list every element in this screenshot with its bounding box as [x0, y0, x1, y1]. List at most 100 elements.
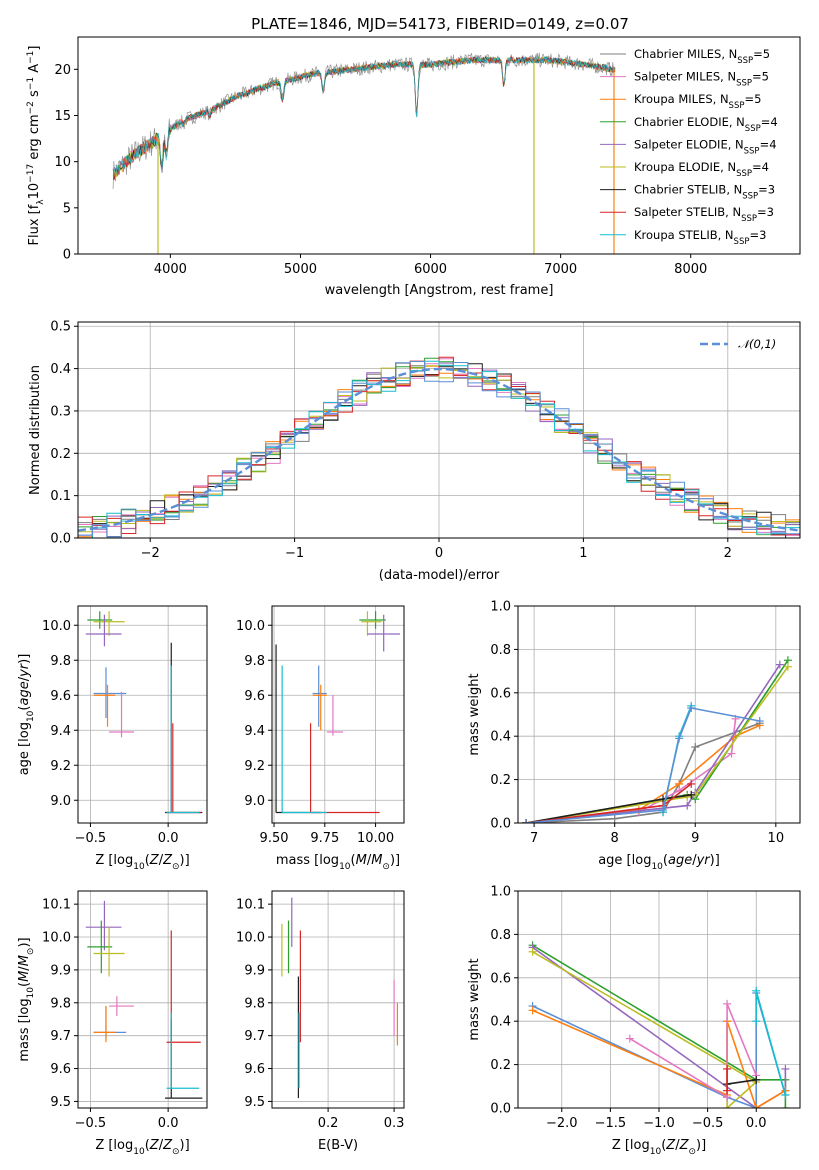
- spectrum-series: [112, 55, 616, 180]
- axis-label-part: )]: [180, 1138, 190, 1153]
- legend-label-main: Salpeter MILES, N: [634, 70, 736, 84]
- axis-label-part: (: [351, 853, 356, 868]
- plot-area: [78, 356, 800, 538]
- axis-label-part: ⊙: [382, 862, 390, 872]
- y-tick-label: 9.7: [244, 1029, 265, 1044]
- x-tick-label: −1.0: [643, 1116, 675, 1131]
- x-axis-label: wavelength [Angstrom, rest frame]: [325, 283, 554, 298]
- axis-label-part: age [log: [17, 722, 32, 775]
- legend-label: Salpeter MILES, NSSP=5: [634, 70, 769, 89]
- axis-label-part: ⊙: [26, 948, 36, 956]
- x-tick-label: 0.2: [318, 1116, 339, 1131]
- x-tick-label: 0.0: [746, 1116, 767, 1131]
- y-tick-label: 10.0: [236, 931, 265, 946]
- axis-label-part: /: [367, 853, 372, 868]
- legend-label-suffix: =5: [752, 70, 769, 84]
- spectrum-series: [112, 56, 616, 176]
- y-tick-label: 9.2: [50, 759, 71, 774]
- y-tick-label: 0: [63, 248, 71, 263]
- y-tick-label: 1.0: [490, 885, 511, 900]
- axis-label-part: 10: [651, 862, 663, 872]
- y-tick-label: 5: [63, 201, 71, 216]
- legend-label-sub: SSP: [736, 79, 752, 89]
- histogram-series: [78, 361, 800, 538]
- x-tick-label: 9.75: [310, 831, 339, 846]
- axis-label-part: (: [145, 1138, 150, 1153]
- axis-label: Z [log10(Z/Z⊙)]: [612, 1138, 706, 1157]
- legend-label-suffix: =4: [761, 115, 778, 129]
- x-tick-label: 0.0: [158, 1116, 179, 1131]
- legend-label-sub: SSP: [736, 169, 752, 179]
- axis-label-part: Z [log: [95, 853, 133, 868]
- panel-residuals: −2 −1 0 1 2 0.0 0.1 0.2 0.3 0.4 0.5 (data-model)/er…: [28, 320, 801, 583]
- axis-label-part: (: [661, 1138, 666, 1153]
- normal-reference-curve: [78, 367, 800, 532]
- plot-area: [85, 900, 203, 1099]
- axes-frame: [271, 605, 405, 824]
- y-tick-label: 9.7: [50, 1029, 71, 1044]
- y-tick-label: 0.0: [490, 1102, 511, 1117]
- legend-label-main: Salpeter STELIB, N: [634, 205, 741, 219]
- axis-label-part: Z: [679, 1138, 690, 1153]
- y-tick-label: 10.0: [42, 619, 71, 634]
- x-tick-label: −2.0: [546, 1116, 578, 1131]
- legend-label-sub: SSP: [737, 56, 753, 66]
- axis-label-part: erg cm: [27, 114, 42, 163]
- panel-mass-vs-Z: −0.5 0.09.59.69.79.89.910.010.1Z [log10(Z…: [17, 890, 208, 1157]
- y-axis-label: mass weight: [467, 958, 482, 1040]
- axis-label-part: −2: [26, 101, 36, 114]
- y-tick-label: 0.4: [490, 730, 511, 745]
- y-tick-label: 9.8: [50, 996, 71, 1011]
- plot-area: [281, 897, 398, 1099]
- y-tick-label: 0.6: [490, 686, 511, 701]
- legend-label-sub: SSP: [741, 214, 757, 224]
- weight-series: [526, 707, 760, 823]
- legend-label-sub: SSP: [744, 146, 760, 156]
- y-tick-label: 0.8: [490, 928, 511, 943]
- legend-label-main: Kroupa STELIB, N: [634, 228, 734, 242]
- axes-frame: [77, 321, 801, 539]
- axis-label-part: Z [log: [612, 1138, 650, 1153]
- legend-label-main: Kroupa ELODIE, N: [634, 160, 736, 174]
- legend-label-suffix: =4: [752, 160, 769, 174]
- legend-label-suffix: =5: [744, 92, 761, 106]
- x-tick-label: 9.50: [260, 831, 289, 846]
- x-tick-label: 6000: [414, 262, 447, 277]
- y-tick-label: 9.5: [244, 1095, 265, 1110]
- axis-label-part: Z: [162, 853, 173, 868]
- legend-label-sub: SSP: [745, 124, 761, 134]
- axis-label-part: −17: [26, 164, 36, 183]
- y-tick-label: 10.1: [236, 898, 265, 913]
- axes-frame: [271, 890, 405, 1109]
- axis-label-part: ⊙: [688, 1147, 696, 1157]
- weight-series: [726, 1079, 757, 1085]
- y-axis-label: mass weight: [467, 673, 482, 755]
- x-tick-label: −2: [141, 546, 160, 561]
- x-tick-label: 4000: [154, 262, 187, 277]
- legend-label: 𝒩(0,1): [738, 337, 776, 351]
- y-axis-label: Normed distribution: [28, 365, 43, 495]
- axis-label-part: age [log: [598, 853, 651, 868]
- histogram-series: [78, 356, 800, 538]
- x-tick-label: 1: [579, 546, 587, 561]
- axis-label-part: 10: [133, 1147, 145, 1157]
- axis-label-part: (: [17, 982, 32, 987]
- y-tick-label: 0.4: [490, 1015, 511, 1030]
- y-tick-label: 10.0: [42, 931, 71, 946]
- legend-label: Chabrier ELODIE, NSSP=4: [634, 115, 778, 134]
- axis-label-part: −1: [26, 77, 36, 90]
- axes-frame: [77, 890, 208, 1109]
- axis-label: Z [log10(Z/Z⊙)]: [95, 853, 189, 872]
- y-tick-label: 9.4: [50, 724, 71, 739]
- legend-label: Chabrier MILES, NSSP=5: [634, 47, 770, 66]
- legend-label-main: Chabrier ELODIE, N: [634, 115, 745, 129]
- legend-label-suffix: =4: [760, 137, 777, 151]
- weight-series: [525, 783, 692, 823]
- y-tick-label: 9.6: [244, 1062, 265, 1077]
- panel-spectrum: 4000 5000 6000 7000 8000 0 5 10 15 20 wavelength […: [26, 36, 801, 298]
- legend-label-main: Chabrier STELIB, N: [634, 183, 742, 197]
- axis-label-part: )]: [17, 937, 32, 947]
- y-tick-label: 0.1: [50, 489, 71, 504]
